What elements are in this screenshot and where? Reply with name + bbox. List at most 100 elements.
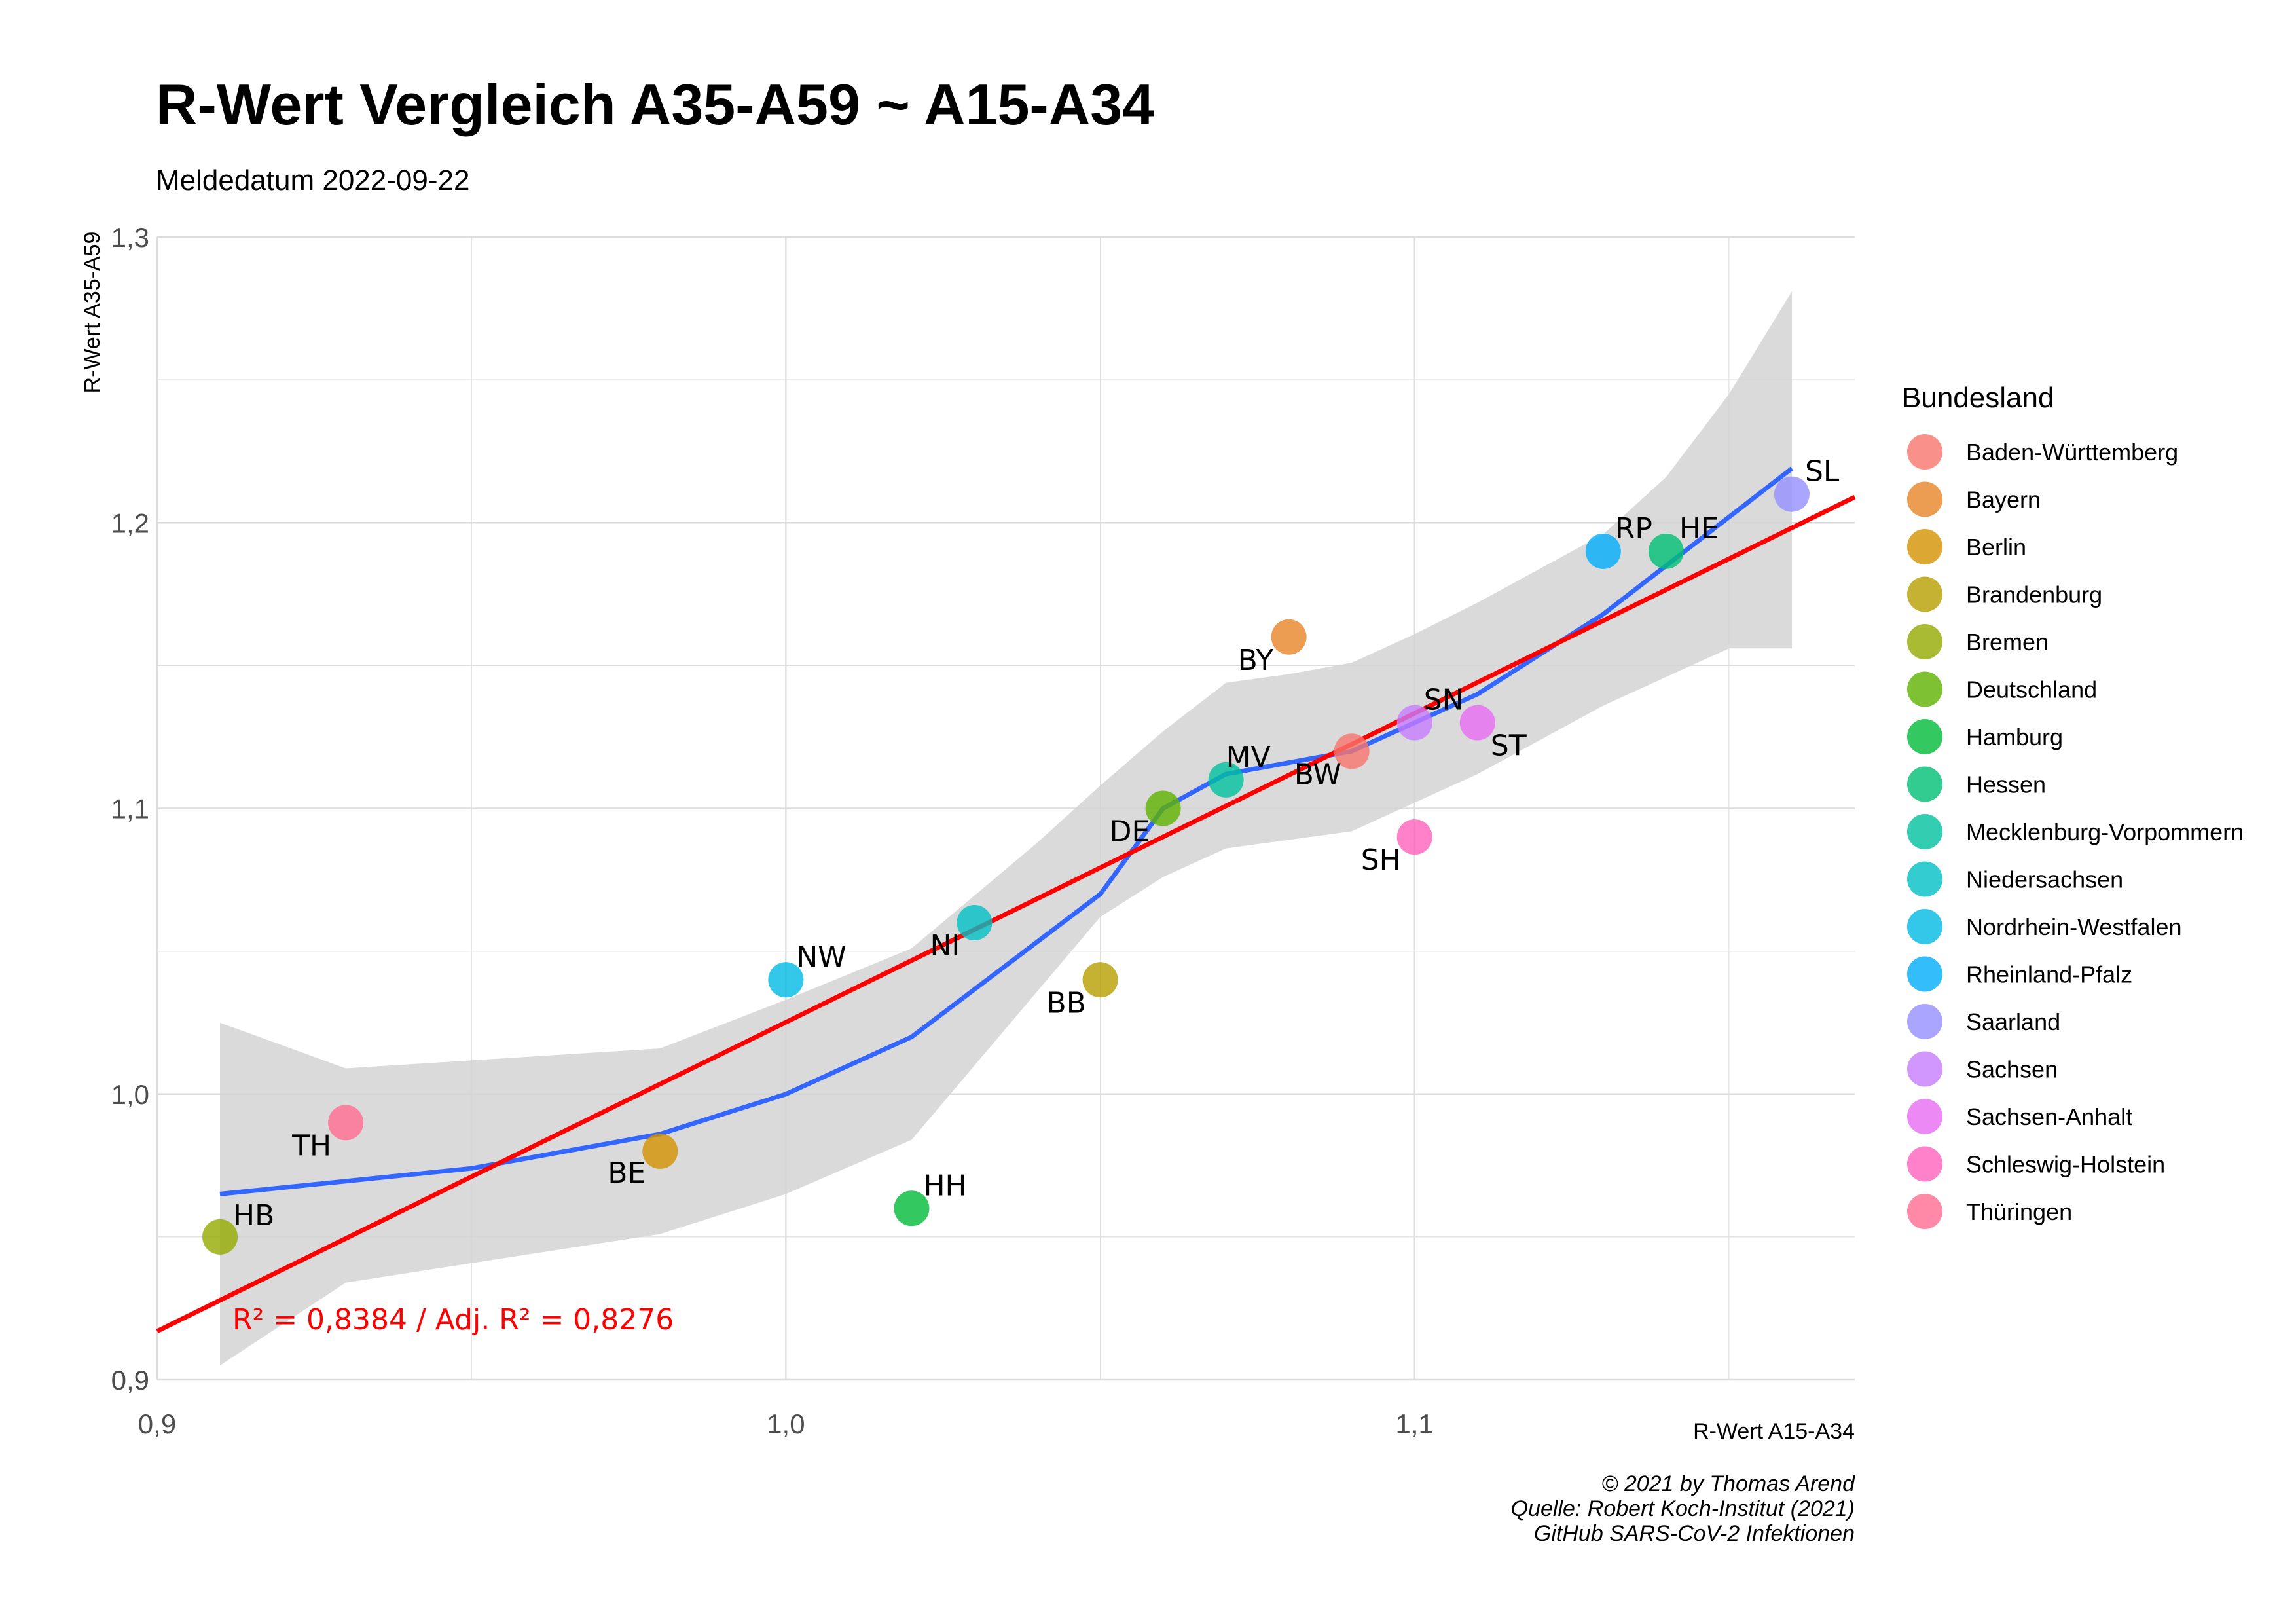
y-tick-label: 1,3	[111, 222, 149, 253]
point-label: BY	[1238, 644, 1274, 677]
legend-swatch	[1907, 434, 1942, 470]
point-label: BE	[608, 1156, 646, 1190]
data-point	[894, 1190, 930, 1227]
legend-swatch	[1907, 814, 1942, 849]
legend-title: Bundesland	[1902, 382, 2054, 414]
point-label: RP	[1615, 512, 1652, 545]
point-label: SL	[1805, 455, 1840, 489]
legend-label: Deutschland	[1966, 676, 2097, 703]
legend-label: Hamburg	[1966, 724, 2063, 750]
legend-item: Hamburg	[1907, 719, 2063, 754]
data-point	[1082, 962, 1118, 998]
legend-item: Berlin	[1907, 529, 2026, 564]
legend-item: Nordrhein-Westfalen	[1907, 909, 2181, 944]
legend-swatch	[1907, 1099, 1942, 1134]
data-point	[1145, 790, 1181, 826]
y-tick-label: 1,0	[111, 1079, 149, 1110]
point-label: BB	[1047, 986, 1086, 1020]
data-point	[1396, 705, 1432, 741]
y-tick-label: 1,1	[111, 794, 149, 824]
data-point	[1208, 762, 1244, 798]
regression-line	[156, 494, 1856, 1333]
legend-label: Saarland	[1966, 1008, 2060, 1035]
legend-swatch	[1907, 1051, 1942, 1087]
data-point	[1459, 705, 1495, 741]
point-label: NI	[930, 929, 960, 963]
point-label: DE	[1110, 815, 1150, 849]
confidence-band-layer	[220, 291, 1792, 1366]
point-label: NW	[796, 940, 846, 974]
x-axis-title: R-Wert A15-A34	[1693, 1419, 1855, 1444]
legend-label: Thüringen	[1966, 1198, 2072, 1225]
caption-copyright: © 2021 by Thomas Arend	[1601, 1471, 1855, 1496]
r-squared-annotation: R² = 0,8384 / Adj. R² = 0,8276	[232, 1303, 674, 1337]
point-label: SN	[1424, 684, 1464, 717]
legend-swatch	[1907, 956, 1942, 992]
legend-item: Baden-Württemberg	[1907, 434, 2178, 470]
legend-label: Bremen	[1966, 629, 2049, 655]
data-point	[1648, 533, 1684, 569]
data-point	[1585, 533, 1621, 569]
legend-label: Hessen	[1966, 771, 2046, 798]
legend-item: Sachsen-Anhalt	[1907, 1099, 2132, 1134]
point-label: SH	[1361, 843, 1401, 877]
legend-item: Thüringen	[1907, 1194, 2072, 1229]
legend-item: Hessen	[1907, 766, 2046, 802]
legend-item: Brandenburg	[1907, 576, 2102, 612]
legend: Bundesland Baden-Württemberg Bayern Berlin…	[1902, 382, 2244, 1229]
legend-item: Niedersachsen	[1907, 861, 2123, 897]
data-point	[328, 1105, 364, 1141]
legend-swatch	[1907, 671, 1942, 707]
point-label: BW	[1294, 758, 1341, 791]
legend-label: Mecklenburg-Vorpommern	[1966, 819, 2244, 845]
legend-label: Sachsen-Anhalt	[1966, 1103, 2132, 1130]
data-point	[202, 1219, 238, 1255]
legend-item: Bayern	[1907, 481, 2041, 517]
data-point	[1334, 733, 1370, 769]
legend-swatch	[1907, 1004, 1942, 1039]
data-points-layer	[202, 476, 1810, 1255]
x-tick-label: 1,1	[1396, 1409, 1434, 1439]
legend-swatch	[1907, 1194, 1942, 1229]
legend-item: Saarland	[1907, 1004, 2060, 1039]
point-label: TH	[291, 1129, 331, 1162]
legend-label: Niedersachsen	[1966, 866, 2123, 893]
legend-swatch	[1907, 1146, 1942, 1182]
legend-label: Berlin	[1966, 534, 2026, 561]
legend-swatch	[1907, 481, 1942, 517]
point-label: HH	[923, 1169, 966, 1202]
point-label: HE	[1679, 512, 1719, 545]
legend-label: Baden-Württemberg	[1966, 439, 2178, 466]
legend-label: Nordrhein-Westfalen	[1966, 913, 2181, 940]
chart-subtitle: Meldedatum 2022-09-22	[156, 164, 469, 196]
x-tick-label: 0,9	[138, 1409, 176, 1439]
point-label: ST	[1491, 729, 1527, 763]
legend-label: Schleswig-Holstein	[1966, 1151, 2165, 1178]
x-tick-label: 1,0	[767, 1409, 805, 1439]
legend-label: Sachsen	[1966, 1056, 2058, 1083]
legend-label: Bayern	[1966, 487, 2041, 513]
legend-item: Rheinland-Pfalz	[1907, 956, 2132, 992]
legend-label: Brandenburg	[1966, 581, 2102, 608]
legend-item: Mecklenburg-Vorpommern	[1907, 814, 2244, 849]
data-point	[1396, 819, 1432, 855]
chart-title: R-Wert Vergleich A35-A59 ~ A15-A34	[156, 72, 1154, 137]
data-point	[768, 962, 804, 998]
legend-swatch	[1907, 766, 1942, 802]
legend-swatch	[1907, 529, 1942, 564]
legend-item: Schleswig-Holstein	[1907, 1146, 2165, 1182]
legend-label: Rheinland-Pfalz	[1966, 961, 2132, 988]
legend-swatch	[1907, 909, 1942, 944]
data-point	[1271, 619, 1307, 655]
point-label: MV	[1226, 741, 1271, 774]
point-labels-layer: BW BY BE BB HB DE HH HE MV NI NW RP SL SN ST SH TH	[233, 455, 1840, 1232]
data-point	[642, 1134, 678, 1169]
legend-item: Sachsen	[1907, 1051, 2058, 1087]
legend-swatch	[1907, 719, 1942, 754]
data-point	[1774, 476, 1810, 512]
legend-swatch	[1907, 861, 1942, 897]
confidence-band	[220, 291, 1792, 1366]
caption-github: GitHub SARS-CoV-2 Infektionen	[1534, 1521, 1855, 1546]
caption-source: Quelle: Robert Koch-Institut (2021)	[1511, 1496, 1855, 1521]
